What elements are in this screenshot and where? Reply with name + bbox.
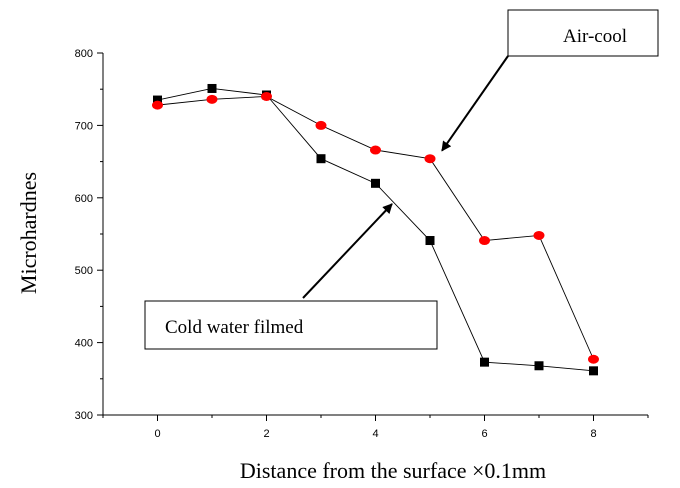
x-tick-label: 0 — [154, 428, 160, 440]
air-cool-label: Air-cool — [563, 26, 627, 47]
y-axis-title: Microhardnes — [16, 172, 41, 294]
x-tick-label: 6 — [481, 428, 487, 440]
series-marker-circle — [479, 236, 490, 246]
air-cool-arrow — [441, 55, 509, 152]
series-marker-circle — [206, 94, 218, 104]
x-tick-label: 8 — [590, 428, 596, 440]
air-cool-label-box — [507, 9, 659, 57]
cold-water-arrow — [302, 203, 393, 299]
series-marker-square — [425, 236, 435, 246]
series-marker-square — [534, 361, 544, 371]
series-marker-circle — [370, 145, 381, 155]
y-tick-label: 300 — [75, 410, 93, 422]
series-marker-square — [153, 95, 162, 105]
series-marker-square — [207, 83, 217, 93]
series-marker-circle — [533, 230, 545, 240]
series-marker-circle — [424, 154, 436, 164]
axes: 0 2 4 6 8 300 400 500 600 700 800 — [75, 48, 649, 440]
series-marker-circle — [261, 91, 272, 101]
y-tick-label: 800 — [75, 48, 93, 60]
series-layer — [152, 83, 599, 376]
y-tick-label: 400 — [75, 338, 93, 350]
cold-water-label-box — [144, 300, 438, 350]
x-tick-label: 4 — [372, 428, 378, 440]
annotations: Air-cool Cold water filmed — [144, 9, 659, 350]
y-tick-label: 600 — [75, 193, 93, 205]
cold-water-label: Cold water filmed — [165, 317, 304, 338]
x-axis-title: Distance from the surface ×0.1mm — [240, 458, 546, 483]
series-marker-square — [480, 357, 489, 367]
series-marker-square — [589, 366, 598, 376]
series-marker-square — [316, 154, 326, 164]
series-marker-circle — [315, 120, 327, 130]
y-tick-label: 700 — [75, 120, 93, 132]
y-tick-label: 500 — [75, 265, 93, 277]
series-marker-circle — [152, 100, 163, 110]
series-marker-circle — [588, 354, 599, 364]
series-marker-square — [371, 178, 380, 188]
x-tick-label: 2 — [263, 428, 269, 440]
